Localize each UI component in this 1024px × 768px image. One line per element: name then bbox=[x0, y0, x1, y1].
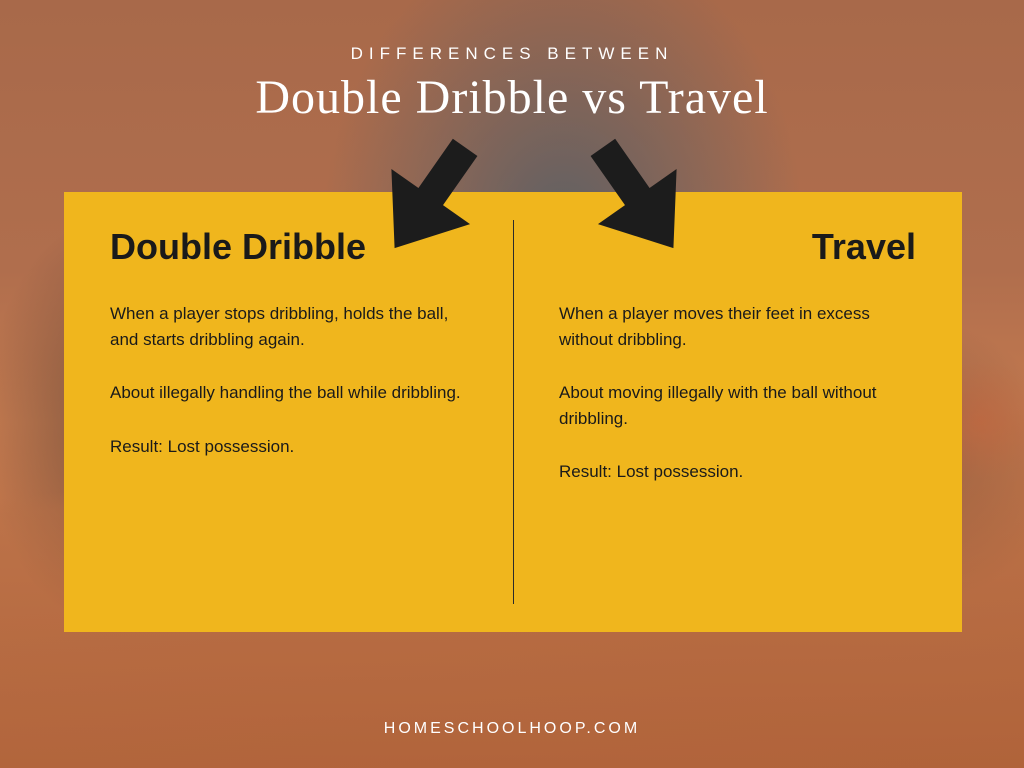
footer-credit: HOMESCHOOLHOOP.COM bbox=[0, 720, 1024, 738]
content-container: DIFFERENCES BETWEEN Double Dribble vs Tr… bbox=[0, 0, 1024, 768]
right-description: About moving illegally with the ball wit… bbox=[559, 380, 916, 431]
comparison-card: Double Dribble When a player stops dribb… bbox=[64, 192, 962, 632]
arrow-down-left-icon bbox=[354, 124, 504, 274]
right-result: Result: Lost possession. bbox=[559, 459, 916, 485]
page-title: Double Dribble vs Travel bbox=[0, 70, 1024, 125]
arrow-down-right-icon bbox=[564, 124, 714, 274]
left-description: About illegally handling the ball while … bbox=[110, 380, 467, 406]
left-definition: When a player stops dribbling, holds the… bbox=[110, 301, 467, 352]
left-result: Result: Lost possession. bbox=[110, 434, 467, 460]
eyebrow-text: DIFFERENCES BETWEEN bbox=[0, 44, 1024, 64]
header: DIFFERENCES BETWEEN Double Dribble vs Tr… bbox=[0, 0, 1024, 125]
right-definition: When a player moves their feet in excess… bbox=[559, 301, 916, 352]
column-divider bbox=[513, 220, 514, 604]
